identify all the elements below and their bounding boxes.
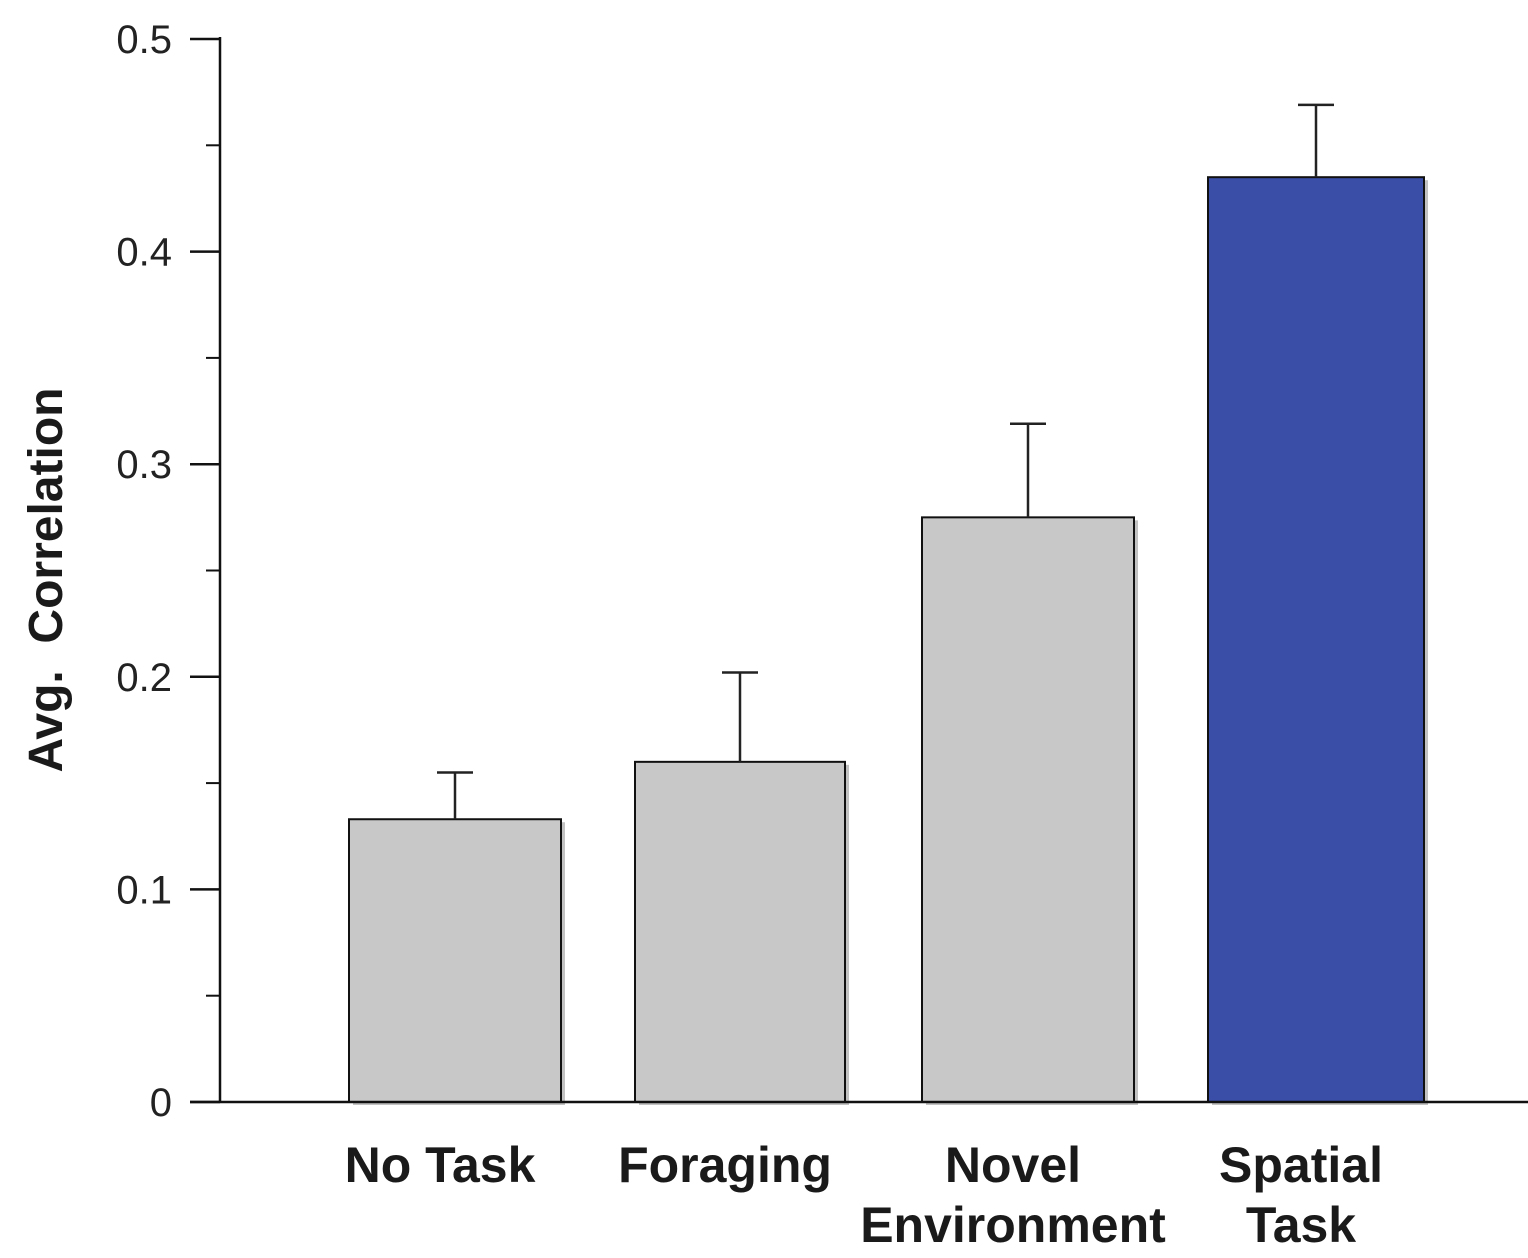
y-tick-label: 0.5 [116,18,172,62]
y-tick-label: 0.3 [116,443,172,487]
y-tick-label: 0.4 [116,231,172,275]
labels-layer: 0 0.1 0.2 0.3 0.4 0.5 No Task Foraging Novel Envi… [20,18,1383,1253]
category-label: No Task [345,1137,536,1193]
category-label: Foraging [618,1137,832,1193]
category-label-line: Environment [860,1197,1166,1253]
bar [1207,176,1425,1103]
y-axis-title: Avg. Correlation [20,388,73,773]
y-tick-label: 0 [150,1081,172,1125]
category-label-line: Novel [945,1137,1081,1193]
axes-layer [190,37,1528,1104]
y-tick-label: 0.1 [116,868,172,912]
bars-layer [348,176,1428,1105]
y-tick-label: 0.2 [116,656,172,700]
category-label: Spatial Task [1219,1137,1383,1253]
category-label: Novel Environment [860,1137,1166,1253]
category-label-line: Foraging [618,1137,832,1193]
bar [348,818,562,1103]
category-label-line: Spatial [1219,1137,1383,1193]
category-label-line: Task [1246,1197,1356,1253]
bar [921,516,1135,1103]
bar [634,760,846,1104]
error-bars-layer [437,103,1334,820]
category-label-line: No Task [345,1137,536,1193]
